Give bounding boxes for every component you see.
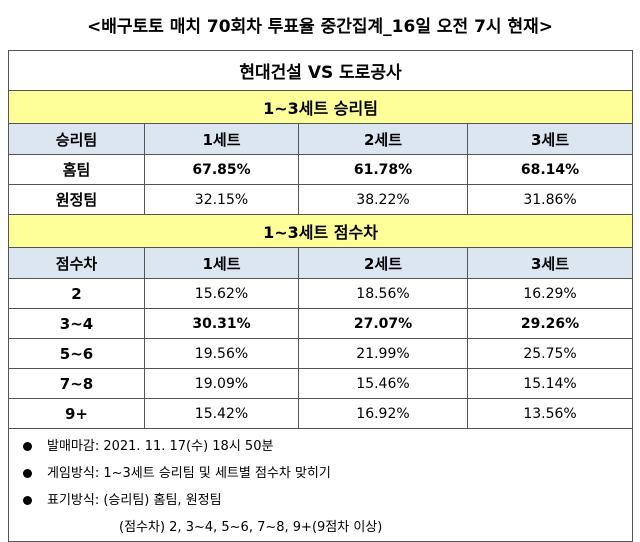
column-header: 2세트	[298, 247, 468, 279]
table-row: 9+ 15.42% 16.92% 13.56%	[8, 398, 634, 429]
page-title: <배구토토 매치 70회차 투표율 중간집계_16일 오전 7시 현재>	[87, 17, 553, 37]
note-text: 발매마감: 2021. 11. 17(수) 18시 50분	[47, 439, 274, 454]
table-row: 3~4 30.31% 27.07% 29.26%	[8, 308, 634, 339]
column-header: 점수차	[8, 247, 145, 279]
note-item: 표기방식: (승리팀) 홈팀, 원정팀	[23, 487, 632, 514]
vote-table: 현대건설 VS 도로공사 1~3세트 승리팀 승리팀 1세트 2세트 3세트 홈…	[7, 50, 634, 542]
table-cell: 61.78%	[298, 154, 468, 185]
table-cell: 25.75%	[466, 338, 634, 369]
table-cell: 67.85%	[144, 154, 299, 185]
header-row: 점수차 1세트 2세트 3세트	[8, 247, 634, 279]
table-row: 원정팀 32.15% 38.22% 31.86%	[8, 184, 634, 215]
table-row: 홈팀 67.85% 61.78% 68.14%	[8, 154, 634, 185]
table-cell: 16.29%	[466, 278, 634, 309]
row-label: 5~6	[8, 338, 145, 369]
column-header: 승리팀	[8, 123, 145, 155]
note-text: 표기방식: (승리팀) 홈팀, 원정팀	[47, 493, 222, 508]
bullet-icon	[23, 442, 32, 451]
column-header: 1세트	[144, 123, 299, 155]
table-cell: 13.56%	[466, 398, 634, 429]
row-label: 원정팀	[8, 184, 145, 215]
note-item: 발매마감: 2021. 11. 17(수) 18시 50분	[23, 433, 632, 460]
table-cell: 29.26%	[466, 308, 634, 339]
table-cell: 31.86%	[466, 184, 634, 215]
table-cell: 19.09%	[144, 368, 299, 399]
table-cell: 16.92%	[298, 398, 468, 429]
table-cell: 32.15%	[144, 184, 299, 215]
table-cell: 27.07%	[298, 308, 468, 339]
row-label: 3~4	[8, 308, 145, 339]
column-header: 3세트	[466, 123, 634, 155]
header-row: 승리팀 1세트 2세트 3세트	[8, 123, 634, 155]
table-cell: 15.14%	[466, 368, 634, 399]
note-item: 게임방식: 1~3세트 승리팀 및 세트별 점수차 맞히기	[23, 460, 632, 487]
table-cell: 19.56%	[144, 338, 299, 369]
table-cell: 38.22%	[298, 184, 468, 215]
table-cell: 18.56%	[298, 278, 468, 309]
column-header: 3세트	[466, 247, 634, 279]
row-label: 홈팀	[8, 154, 145, 185]
column-header: 1세트	[144, 247, 299, 279]
table-row: 7~8 19.09% 15.46% 15.14%	[8, 368, 634, 399]
notes-cell: 발매마감: 2021. 11. 17(수) 18시 50분 게임방식: 1~3세…	[7, 428, 634, 542]
column-header: 2세트	[298, 123, 468, 155]
row-label: 9+	[8, 398, 145, 429]
note-continuation: (점수차) 2, 3~4, 5~6, 7~8, 9+(9점차 이상)	[119, 520, 383, 535]
table-cell: 15.42%	[144, 398, 299, 429]
note-text: 게임방식: 1~3세트 승리팀 및 세트별 점수차 맞히기	[47, 466, 331, 481]
bullet-icon	[23, 496, 32, 505]
table-cell: 15.46%	[298, 368, 468, 399]
row-label: 2	[8, 278, 145, 309]
section-title-margin: 1~3세트 점수차	[7, 214, 634, 248]
table-row: 2 15.62% 18.56% 16.29%	[8, 278, 634, 309]
bullet-icon	[23, 469, 32, 478]
table-cell: 21.99%	[298, 338, 468, 369]
section-title-winner: 1~3세트 승리팀	[7, 90, 634, 124]
table-cell: 15.62%	[144, 278, 299, 309]
table-cell: 68.14%	[466, 154, 634, 185]
row-label: 7~8	[8, 368, 145, 399]
table-cell: 30.31%	[144, 308, 299, 339]
match-title: 현대건설 VS 도로공사	[7, 50, 634, 91]
table-row: 5~6 19.56% 21.99% 25.75%	[8, 338, 634, 369]
